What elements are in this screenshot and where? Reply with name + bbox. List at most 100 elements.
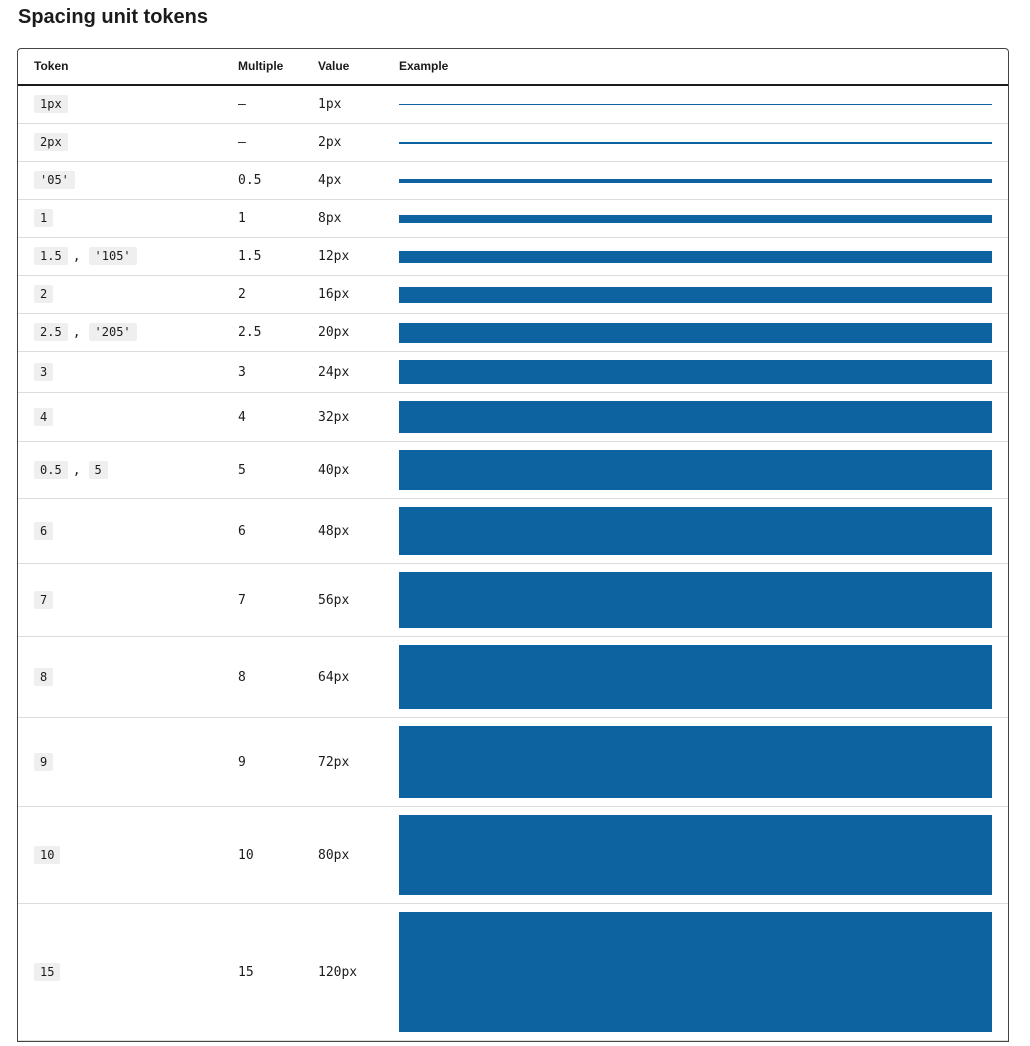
example-cell bbox=[382, 279, 1008, 311]
example-bar bbox=[399, 572, 992, 628]
multiple: 3 bbox=[238, 364, 246, 380]
multiple: – bbox=[238, 97, 246, 112]
example-cell bbox=[382, 807, 1008, 903]
token-chip: 2.5 bbox=[34, 323, 68, 341]
example-bar bbox=[399, 815, 992, 895]
token-chip: 3 bbox=[34, 362, 54, 381]
example-bar bbox=[399, 250, 992, 263]
column-header: Token bbox=[34, 59, 69, 73]
value: 16px bbox=[318, 287, 350, 302]
table-row: 8 8 64px bbox=[18, 637, 1008, 718]
multiple: 1.5 bbox=[238, 249, 262, 264]
value: 80px bbox=[318, 847, 350, 863]
multiple: 4 bbox=[238, 409, 246, 425]
token-chip: 2 bbox=[34, 285, 54, 303]
multiple: 8 bbox=[238, 669, 246, 685]
table-row: 10 10 80px bbox=[18, 807, 1008, 904]
example-cell bbox=[382, 207, 1008, 231]
header-row: Token Multiple Value Example bbox=[18, 49, 1008, 86]
value: 20px bbox=[318, 325, 350, 340]
example-bar bbox=[399, 507, 992, 555]
table-row: 1px – 1px bbox=[18, 86, 1008, 124]
value: 2px bbox=[318, 135, 342, 150]
token-chip: 15 bbox=[34, 962, 61, 981]
table-row: 1 1 8px bbox=[18, 200, 1008, 238]
token-chip: 5 bbox=[88, 460, 108, 479]
multiple: 15 bbox=[238, 964, 254, 980]
token-cell: 8 bbox=[18, 659, 222, 696]
example-bar bbox=[399, 450, 992, 490]
example-cell bbox=[382, 718, 1008, 806]
value: 8px bbox=[318, 211, 342, 226]
example-cell bbox=[382, 134, 1008, 152]
token-chip: 0.5 bbox=[34, 460, 68, 479]
example-cell bbox=[382, 96, 1008, 113]
example-bar bbox=[399, 322, 992, 343]
value: 32px bbox=[318, 409, 350, 425]
token-cell: 9 bbox=[18, 744, 222, 781]
column-header: Multiple bbox=[238, 59, 284, 73]
value: 24px bbox=[318, 364, 350, 380]
example-bar bbox=[399, 726, 992, 798]
value: 40px bbox=[318, 462, 350, 478]
token-chip: 1 bbox=[34, 209, 54, 227]
token-cell: 2.5, '205' bbox=[18, 314, 222, 351]
token-cell: 1 bbox=[18, 200, 222, 237]
example-bar bbox=[399, 401, 992, 433]
example-bar bbox=[399, 360, 992, 384]
multiple: 1 bbox=[238, 211, 246, 226]
value: 1px bbox=[318, 97, 342, 112]
token-cell: 1.5, '105' bbox=[18, 238, 222, 275]
token-cell: 2px bbox=[18, 124, 222, 161]
example-cell bbox=[382, 564, 1008, 636]
multiple: 0.5 bbox=[238, 173, 262, 188]
token-chip: '05' bbox=[34, 171, 75, 189]
example-cell bbox=[382, 637, 1008, 717]
token-chip: 4 bbox=[34, 407, 54, 426]
token-cell: 6 bbox=[18, 513, 222, 550]
table-row: 6 6 48px bbox=[18, 499, 1008, 564]
example-cell bbox=[382, 904, 1008, 1040]
value: 64px bbox=[318, 669, 350, 685]
example-bar bbox=[399, 104, 992, 105]
token-chip: 2px bbox=[34, 133, 68, 151]
token-cell: 2 bbox=[18, 276, 222, 313]
token-cell: 7 bbox=[18, 582, 222, 619]
example-cell bbox=[382, 171, 1008, 191]
multiple: 2.5 bbox=[238, 325, 262, 340]
multiple: 5 bbox=[238, 462, 246, 478]
example-cell bbox=[382, 442, 1008, 498]
token-cell: 1px bbox=[18, 86, 222, 123]
table-row: 7 7 56px bbox=[18, 564, 1008, 637]
table-row: 2.5, '205' 2.5 20px bbox=[18, 314, 1008, 352]
table-row: 3 3 24px bbox=[18, 352, 1008, 393]
value: 120px bbox=[318, 964, 358, 980]
example-cell bbox=[382, 243, 1008, 271]
multiple: 9 bbox=[238, 754, 246, 770]
multiple: – bbox=[238, 135, 246, 150]
example-bar bbox=[399, 912, 992, 1032]
multiple: 10 bbox=[238, 847, 254, 863]
token-chip: 7 bbox=[34, 590, 54, 609]
token-cell: 4 bbox=[18, 399, 222, 436]
token-chip: 10 bbox=[34, 845, 61, 864]
token-cell: 0.5, 5 bbox=[18, 452, 222, 489]
multiple: 2 bbox=[238, 287, 246, 302]
value: 72px bbox=[318, 754, 350, 770]
value: 4px bbox=[318, 173, 342, 188]
token-chip: '105' bbox=[88, 247, 137, 265]
token-cell: 15 bbox=[18, 954, 222, 991]
example-cell bbox=[382, 315, 1008, 351]
separator: , bbox=[72, 325, 81, 340]
token-cell: 3 bbox=[18, 354, 222, 391]
value: 12px bbox=[318, 249, 350, 264]
example-bar bbox=[399, 214, 992, 223]
example-cell bbox=[382, 393, 1008, 441]
table-row: 0.5, 5 5 40px bbox=[18, 442, 1008, 499]
column-header: Example bbox=[399, 59, 449, 73]
table-row: 9 9 72px bbox=[18, 718, 1008, 807]
multiple: 7 bbox=[238, 592, 246, 608]
example-cell bbox=[382, 352, 1008, 392]
separator: , bbox=[72, 462, 81, 478]
example-bar bbox=[399, 141, 992, 144]
